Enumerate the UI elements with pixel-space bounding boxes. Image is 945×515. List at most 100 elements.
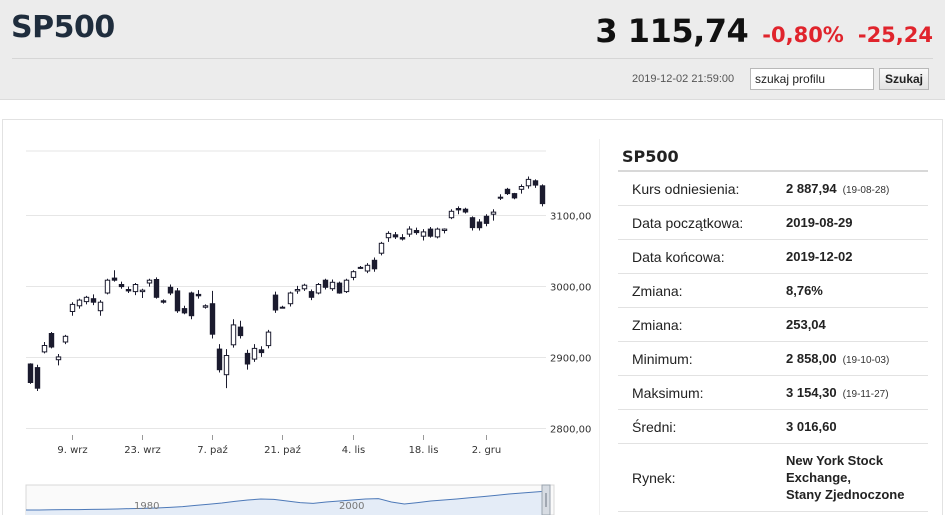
candle-body: [455, 208, 462, 211]
candle: [251, 344, 258, 362]
candle: [118, 281, 125, 289]
info-table: Kurs odniesienia: 2 887,94 (19-08-28) Data …: [618, 172, 928, 444]
x-axis-ticks: 9. wrz 23. wrz 7. paź 21. paź 4. lis 18. lis 2…: [57, 435, 501, 456]
info-row: Kurs odniesienia: 2 887,94 (19-08-28): [618, 172, 928, 206]
candle: [216, 344, 223, 373]
navigator[interactable]: 1980 2000: [25, 484, 555, 515]
info-value-text: 3 154,30: [786, 385, 837, 400]
candle: [532, 179, 539, 188]
candle: [287, 291, 294, 307]
candle: [76, 298, 83, 309]
info-row-market: Rynek: New York Stock Exchange, Stany Zj…: [618, 444, 928, 512]
info-label: Średni:: [632, 418, 677, 435]
candle-body: [525, 178, 532, 187]
candle-body: [111, 277, 118, 281]
candle: [90, 294, 97, 306]
candle-body: [209, 303, 216, 335]
info-value-text: 3 016,60: [786, 419, 837, 434]
candle-body: [41, 345, 48, 353]
candle-body: [272, 294, 279, 311]
candle: [69, 302, 76, 316]
info-value-text: 2019-08-29: [786, 215, 853, 230]
candle: [469, 216, 476, 231]
info-value: 2 858,00 (19-10-03): [786, 351, 889, 366]
candle: [160, 299, 167, 304]
candle-body: [315, 284, 322, 294]
candle-body: [420, 231, 427, 237]
candle-body: [195, 293, 202, 297]
candle: [132, 283, 139, 296]
candle: [27, 363, 34, 384]
y-tick-label: 3000,00: [550, 283, 591, 294]
x-tick-label: 2. gru: [472, 445, 502, 456]
candle-body: [483, 215, 490, 224]
candle-body: [294, 289, 301, 292]
candle-body: [357, 266, 364, 269]
info-value-text: 253,04: [786, 317, 826, 332]
candlestick-chart[interactable]: 2800,00 2900,00 3000,00 3100,00 9. wrz 23. w…: [14, 139, 600, 515]
candle-body: [76, 299, 83, 307]
candles: [27, 176, 546, 391]
info-value: 2019-12-02: [786, 249, 853, 264]
search-profile-input[interactable]: [750, 68, 874, 90]
candle-body: [413, 230, 420, 234]
gridlines: [26, 150, 546, 429]
navigator-area: [26, 491, 548, 515]
search-button[interactable]: Szukaj: [879, 68, 929, 90]
candle-body: [223, 355, 230, 376]
info-label: Zmiana:: [632, 282, 683, 299]
candle-body: [329, 281, 336, 290]
candle: [427, 226, 434, 238]
candle: [195, 290, 202, 299]
candle: [167, 284, 174, 296]
candle-body: [132, 284, 139, 293]
candle-body: [83, 296, 90, 303]
candle-body: [462, 208, 469, 213]
candle: [385, 231, 392, 242]
info-row: Maksimum: 3 154,30 (19-11-27): [618, 376, 928, 410]
candle-body: [69, 303, 76, 312]
candle: [111, 270, 118, 282]
candle: [518, 184, 525, 194]
candle-body: [258, 349, 265, 354]
candle-body: [125, 289, 132, 292]
candle-body: [216, 348, 223, 371]
candle: [301, 283, 308, 291]
candle: [406, 226, 413, 237]
candle: [497, 194, 504, 200]
y-tick-label: 3100,00: [550, 212, 591, 223]
candle: [181, 305, 188, 315]
candle: [336, 281, 343, 294]
candle: [322, 278, 329, 290]
info-panel: SP500 Kurs odniesienia: 2 887,94 (19-08-28…: [618, 139, 928, 512]
info-value: 2 887,94 (19-08-28): [786, 181, 889, 196]
candle: [343, 278, 350, 293]
candle-body: [48, 333, 55, 348]
candle-body: [230, 324, 237, 346]
candle: [272, 291, 279, 313]
candle: [153, 277, 160, 299]
candle-body: [441, 228, 448, 231]
candle: [364, 263, 371, 274]
info-row: Minimum: 2 858,00 (19-10-03): [618, 342, 928, 376]
candle-body: [427, 228, 434, 237]
candle: [378, 241, 385, 256]
chart-canvas[interactable]: 2800,00 2900,00 3000,00 3100,00 9. wrz 23. w…: [14, 139, 600, 515]
x-tick-label: 4. lis: [342, 445, 366, 456]
candle-body: [174, 290, 181, 312]
info-title: SP500: [618, 139, 928, 172]
candle-body: [181, 308, 188, 314]
candle-body: [308, 291, 315, 298]
info-label: Minimum:: [632, 350, 693, 367]
market-line: Stany Zjednoczone: [786, 487, 905, 502]
current-price: 3 115,74: [595, 12, 749, 50]
candle: [490, 209, 497, 221]
info-label: Maksimum:: [632, 384, 704, 401]
candle: [125, 286, 132, 293]
candle: [237, 320, 244, 339]
info-row: Zmiana: 253,04: [618, 308, 928, 342]
candle-body: [188, 292, 195, 317]
candle: [371, 257, 378, 272]
info-label: Rynek:: [632, 469, 676, 486]
x-tick-label: 9. wrz: [57, 445, 87, 456]
